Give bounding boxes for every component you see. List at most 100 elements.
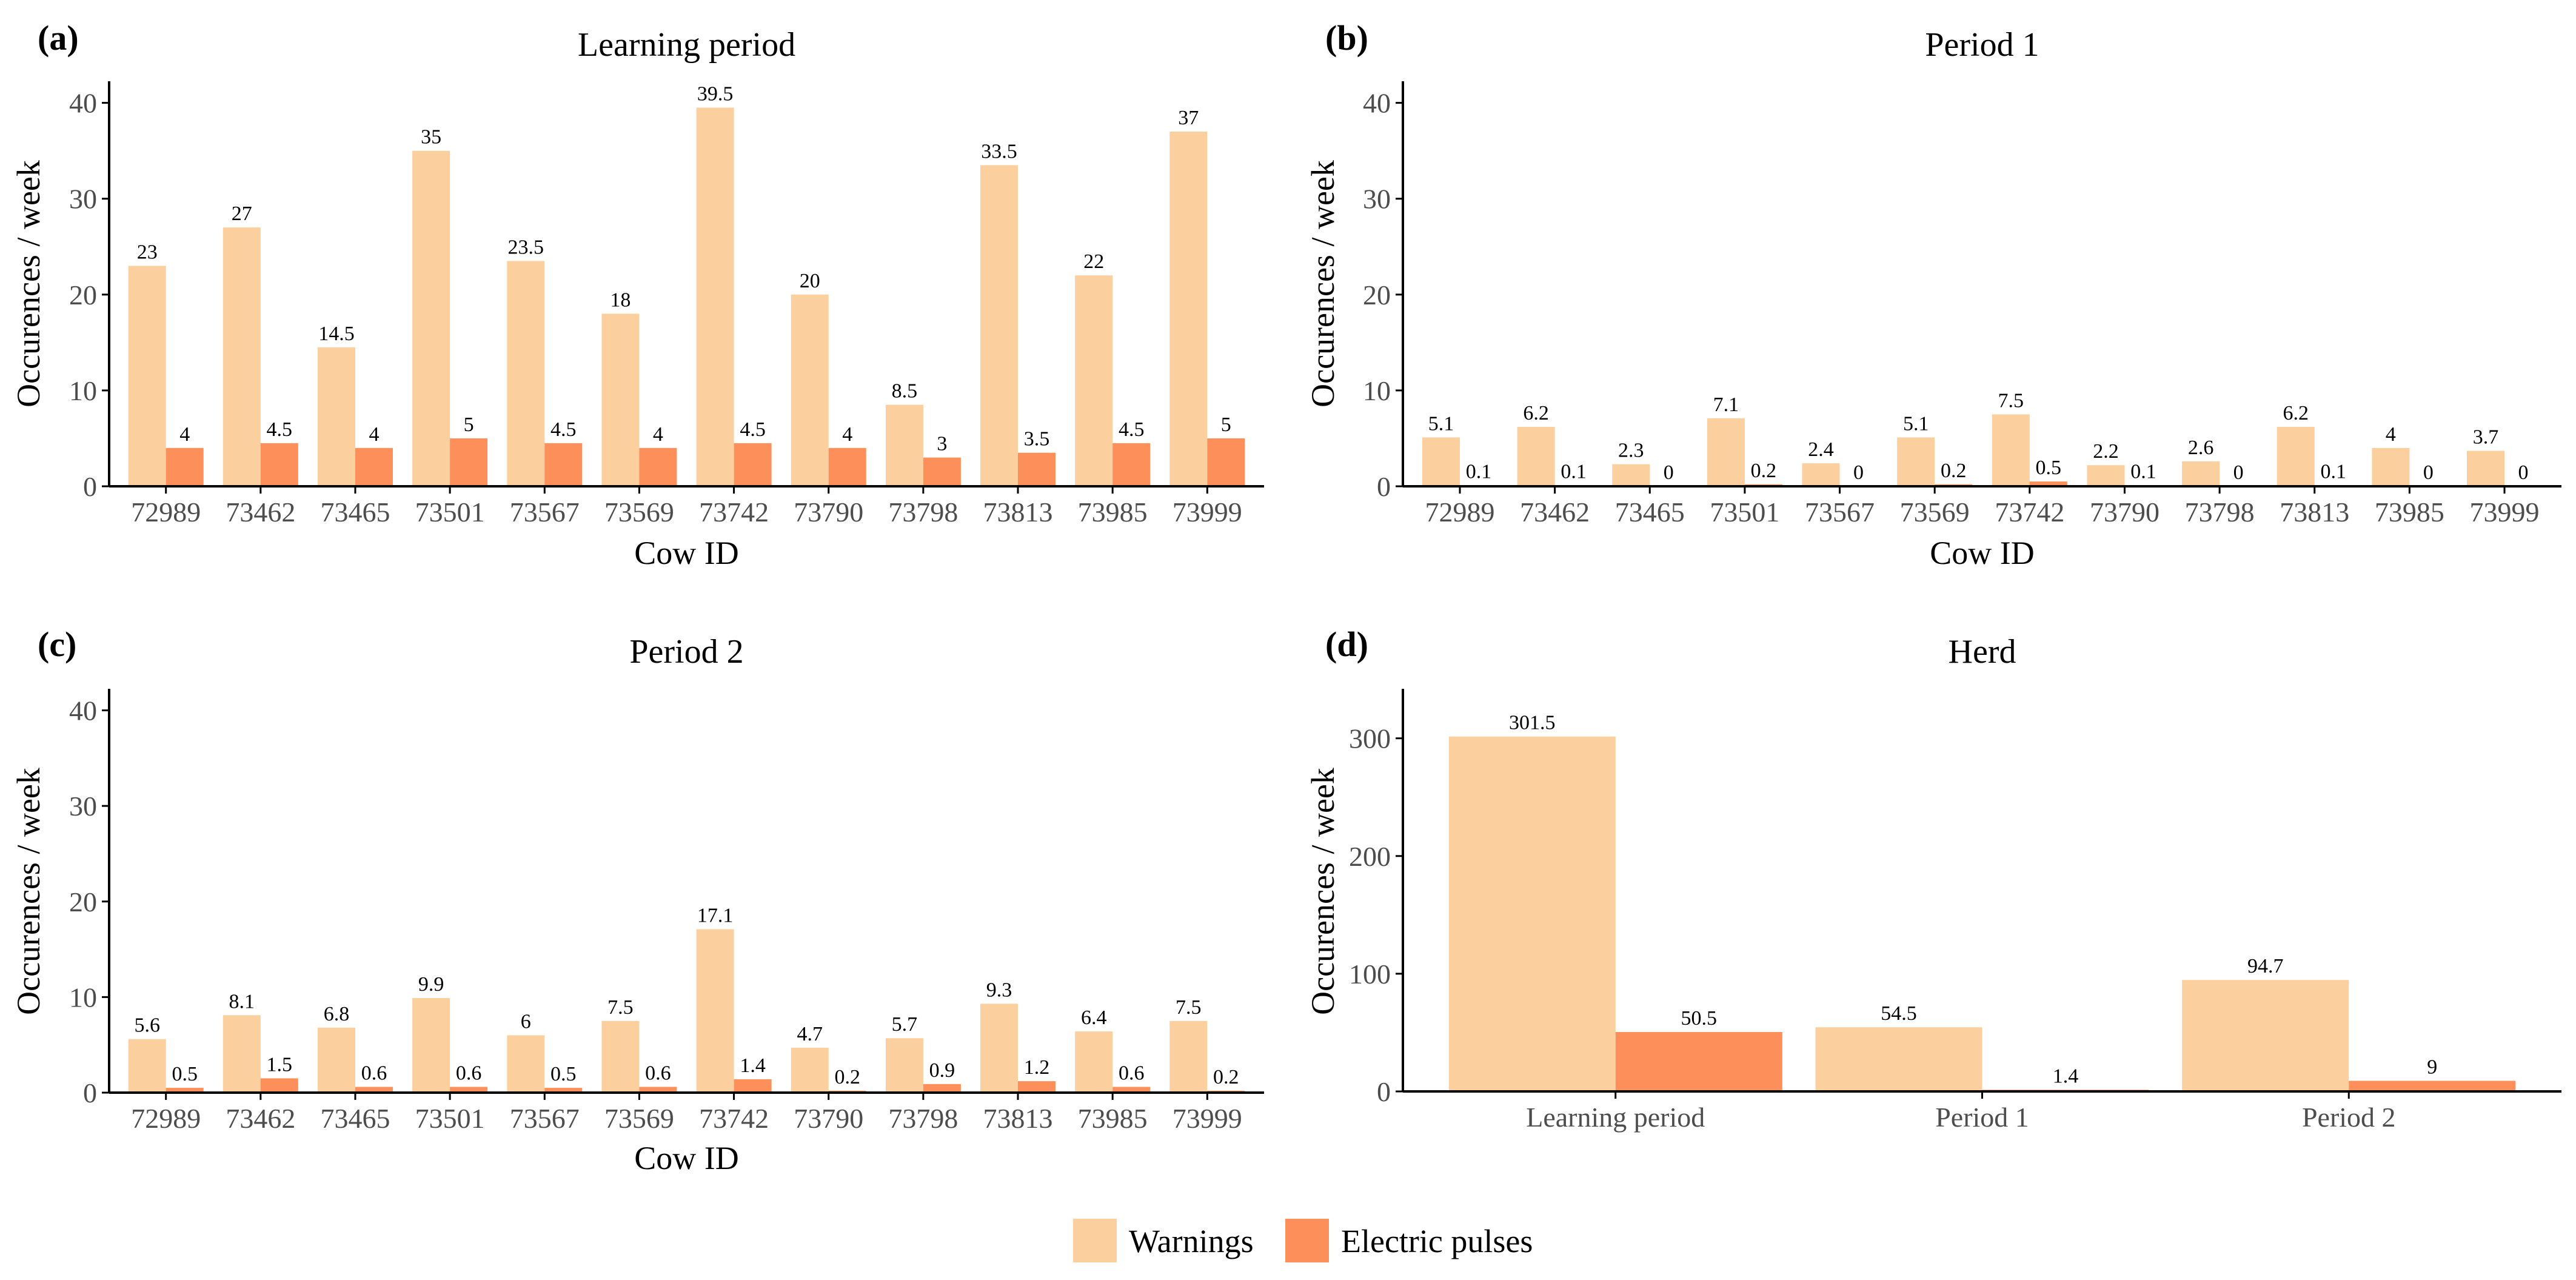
y-tick-label: 0 <box>83 471 97 502</box>
x-tick-label: 73813 <box>983 1103 1053 1134</box>
data-label-pulses: 1.5 <box>267 1053 293 1076</box>
x-tick-label: 73569 <box>604 1103 674 1134</box>
x-tick-label: 73742 <box>1995 497 2064 528</box>
y-tick-label: 40 <box>69 88 97 119</box>
data-label-warnings: 5.1 <box>1428 412 1454 435</box>
data-label-pulses: 5 <box>464 414 474 436</box>
data-label-pulses: 4.5 <box>550 418 577 441</box>
data-label-pulses: 4 <box>179 423 190 446</box>
panel-tag: (b) <box>1325 18 1368 58</box>
x-axis-title: Cow ID <box>1930 535 2035 571</box>
panel-period-1: (b) Period 1 Occurences / week Cow ID 5.1 6.2… <box>1305 18 2561 571</box>
bar-pulses-73501 <box>450 1087 488 1093</box>
bar-pulses-73798 <box>923 457 961 486</box>
x-tick-label: 73798 <box>888 497 958 528</box>
y-tick-label: 30 <box>1363 184 1391 215</box>
y-axis-title: Occurences / week <box>10 160 47 407</box>
data-label-warnings: 7.1 <box>1713 394 1739 416</box>
x-tick-label: 73813 <box>983 497 1053 528</box>
x-tick-label: 73501 <box>1710 497 1779 528</box>
data-label-warnings: 5.1 <box>1903 412 1929 435</box>
bar-pulses-73813 <box>1018 1081 1055 1093</box>
bar-pulses-73985 <box>1112 1087 1151 1093</box>
bar-warnings-73742 <box>696 107 734 486</box>
y-tick-label: 40 <box>69 695 97 726</box>
data-label-warnings: 23.5 <box>508 236 544 259</box>
x-tick-label: 73569 <box>604 497 674 528</box>
data-label-pulses: 4 <box>369 423 380 446</box>
x-tick-label: 73813 <box>2280 497 2349 528</box>
x-tick-label: 73501 <box>415 1103 485 1134</box>
bar-warnings-73462 <box>222 1015 261 1093</box>
x-tick-label: 72989 <box>131 497 201 528</box>
x-tick-label: 73462 <box>1520 497 1590 528</box>
bar-warnings-73985 <box>1075 275 1113 486</box>
y-tick-label: 100 <box>1349 959 1391 990</box>
bar-pulses-learning-period <box>1615 1032 1782 1091</box>
data-label-warnings: 7.5 <box>1176 996 1202 1019</box>
bar-warnings-period-2 <box>2182 980 2349 1091</box>
data-label-warnings: 39.5 <box>697 83 734 106</box>
bar-warnings-73798 <box>2182 461 2220 486</box>
y-tick-label: 0 <box>1377 1076 1391 1107</box>
legend: Warnings Electric pulses <box>1073 1219 1533 1262</box>
data-label-pulses: 4.5 <box>740 418 766 441</box>
data-label-warnings: 54.5 <box>1881 1002 1917 1025</box>
y-tick-label: 20 <box>1363 280 1391 310</box>
data-label-pulses: 5 <box>1221 414 1231 436</box>
bar-warnings-73462 <box>222 227 261 486</box>
data-label-warnings: 23 <box>137 241 158 263</box>
x-tick-label: 73567 <box>1805 497 1875 528</box>
data-label-pulses: 0 <box>1664 461 1674 484</box>
bar-warnings-73569 <box>601 313 640 486</box>
y-tick-label: 30 <box>69 184 97 215</box>
bar-warnings-73465 <box>1612 464 1650 486</box>
bar-pulses-73569 <box>639 1087 677 1093</box>
data-label-warnings: 14.5 <box>318 323 355 345</box>
x-tick-label: Period 2 <box>2302 1102 2396 1133</box>
data-label-warnings: 7.5 <box>607 996 634 1019</box>
data-label-pulses: 4 <box>842 423 852 446</box>
x-tick-label: 73790 <box>2090 497 2159 528</box>
bar-warnings-72989 <box>128 266 166 486</box>
data-label-pulses: 0.9 <box>929 1059 955 1082</box>
panel-tag: (a) <box>38 18 79 58</box>
y-axis-title: Occurences / week <box>1305 160 1341 407</box>
y-axis-title: Occurences / week <box>1305 768 1341 1015</box>
data-label-pulses: 0 <box>2233 461 2244 484</box>
data-label-warnings: 6.8 <box>324 1003 350 1025</box>
data-label-warnings: 33.5 <box>981 140 1017 163</box>
x-tick-label: 73462 <box>226 497 295 528</box>
data-label-pulses: 0 <box>1853 461 1864 484</box>
panel-title: Period 2 <box>629 633 743 671</box>
x-tick-label: 73999 <box>2470 497 2540 528</box>
data-label-warnings: 301.5 <box>1509 712 1556 734</box>
bar-warnings-73462 <box>1517 427 1555 486</box>
y-tick-label: 20 <box>69 280 97 310</box>
x-axis-title: Cow ID <box>634 1140 739 1176</box>
data-label-pulses: 0 <box>2423 461 2434 484</box>
data-label-warnings: 17.1 <box>697 905 734 927</box>
bar-warnings-73985 <box>2372 447 2410 486</box>
bar-pulses-73999 <box>1207 438 1245 486</box>
bar-pulses-73742 <box>2029 481 2067 486</box>
data-label-warnings: 2.4 <box>1808 438 1834 461</box>
data-label-pulses: 50.5 <box>1681 1007 1718 1030</box>
y-tick-label: 10 <box>69 375 97 406</box>
data-label-pulses: 1.2 <box>1024 1056 1050 1079</box>
x-tick-label: 73742 <box>699 497 769 528</box>
panel-title: Period 1 <box>1925 26 2039 64</box>
data-label-pulses: 0.6 <box>645 1062 671 1085</box>
data-label-pulses: 4.5 <box>267 418 293 441</box>
data-label-warnings: 37 <box>1178 107 1199 129</box>
bar-warnings-73798 <box>885 1038 923 1093</box>
legend-label-pulses: Electric pulses <box>1341 1223 1533 1259</box>
bar-pulses-73813 <box>1018 452 1055 486</box>
data-label-warnings: 9.3 <box>986 979 1012 1001</box>
y-tick-label: 200 <box>1349 841 1391 872</box>
bar-warnings-73501 <box>412 150 450 486</box>
bar-warnings-73501 <box>412 998 450 1093</box>
data-label-pulses: 0.5 <box>2036 457 2062 479</box>
bar-warnings-73813 <box>980 1004 1018 1093</box>
